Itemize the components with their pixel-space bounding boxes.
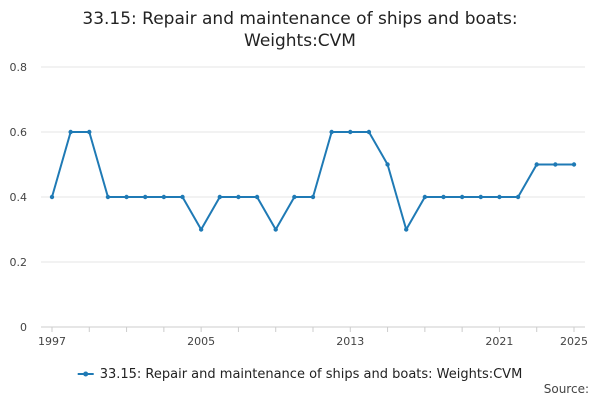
x-tick-label: 2005 (187, 335, 215, 348)
chart-title-line-1: 33.15: Repair and maintenance of ships a… (82, 9, 518, 29)
data-point[interactable] (385, 162, 390, 167)
legend-marker (83, 371, 89, 377)
x-tick-label: 2025 (560, 335, 588, 348)
chart-title-line-2: Weights:CVM (244, 31, 356, 51)
legend: 33.15: Repair and maintenance of ships a… (77, 367, 523, 382)
x-axis-ticks: 1997 2005 2013 2021 2025 (38, 335, 588, 348)
data-point[interactable] (124, 194, 129, 200)
data-point[interactable] (329, 129, 334, 135)
data-point[interactable] (161, 194, 167, 200)
x-tick-label: 2013 (336, 335, 364, 348)
data-point[interactable] (366, 129, 372, 135)
data-point[interactable] (217, 194, 222, 200)
chart-title: 33.15: Repair and maintenance of ships a… (0, 8, 600, 52)
series-line (51, 131, 574, 231)
legend-label: 33.15: Repair and maintenance of ships a… (100, 367, 523, 382)
data-point[interactable] (180, 194, 185, 200)
data-point[interactable] (478, 194, 483, 200)
data-point[interactable] (49, 194, 55, 200)
data-point[interactable] (348, 129, 353, 135)
y-tick-label: 0.2 (10, 256, 28, 269)
data-point[interactable] (198, 227, 204, 232)
data-point[interactable] (236, 194, 241, 200)
data-point[interactable] (87, 129, 92, 135)
data-point[interactable] (143, 194, 148, 200)
data-point[interactable] (68, 129, 73, 135)
y-tick-label: 0.4 (10, 191, 28, 204)
series-group (49, 129, 577, 232)
data-point[interactable] (273, 227, 278, 232)
x-axis (41, 326, 585, 332)
data-point[interactable] (459, 194, 465, 200)
y-axis-ticks: 0 0.2 0.4 0.6 0.8 (10, 61, 28, 334)
y-tick-label: 0.6 (10, 126, 28, 139)
data-point[interactable] (310, 194, 316, 200)
data-point[interactable] (105, 194, 111, 200)
data-point[interactable] (422, 194, 428, 200)
y-tick-label: 0 (20, 321, 27, 334)
data-point[interactable] (404, 227, 409, 232)
data-point[interactable] (254, 194, 260, 200)
data-point[interactable] (497, 194, 502, 200)
data-point[interactable] (571, 162, 577, 167)
y-tick-label: 0.8 (10, 61, 28, 74)
data-point[interactable] (515, 194, 521, 200)
source-label: Source: (543, 382, 589, 396)
data-point[interactable] (292, 194, 297, 200)
grid-lines (41, 66, 585, 263)
data-point[interactable] (534, 162, 539, 167)
data-point[interactable] (441, 194, 446, 200)
x-tick-label: 2021 (485, 335, 513, 348)
data-point[interactable] (553, 162, 558, 167)
x-tick-label: 1997 (38, 335, 66, 348)
